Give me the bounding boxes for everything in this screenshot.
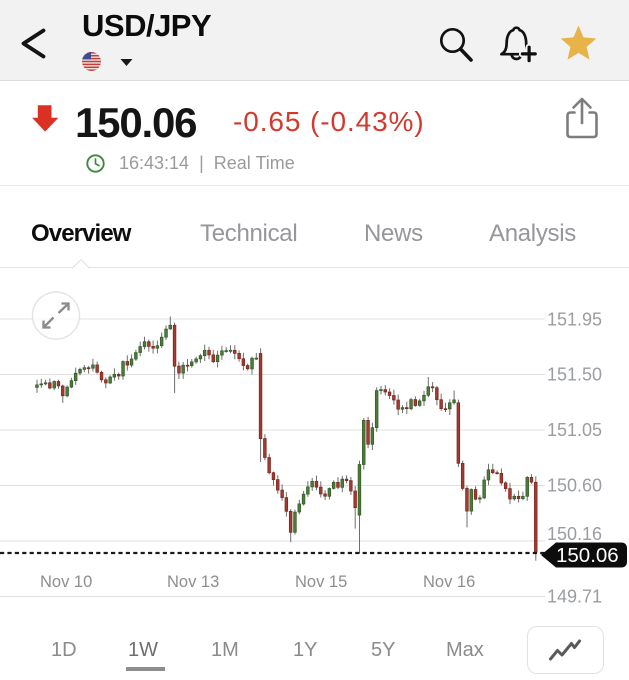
svg-text:149.71: 149.71 [547, 587, 602, 607]
svg-text:151.95: 151.95 [547, 310, 602, 330]
svg-text:Nov 10: Nov 10 [40, 573, 92, 591]
svg-text:151.50: 151.50 [547, 365, 602, 385]
svg-text:150.06: 150.06 [556, 544, 619, 567]
svg-text:151.05: 151.05 [547, 420, 602, 440]
svg-text:Nov 13: Nov 13 [167, 573, 219, 591]
svg-text:150.16: 150.16 [547, 524, 602, 544]
svg-text:Nov 15: Nov 15 [295, 573, 347, 591]
svg-text:Nov 16: Nov 16 [423, 573, 475, 591]
svg-text:150.60: 150.60 [547, 476, 602, 496]
